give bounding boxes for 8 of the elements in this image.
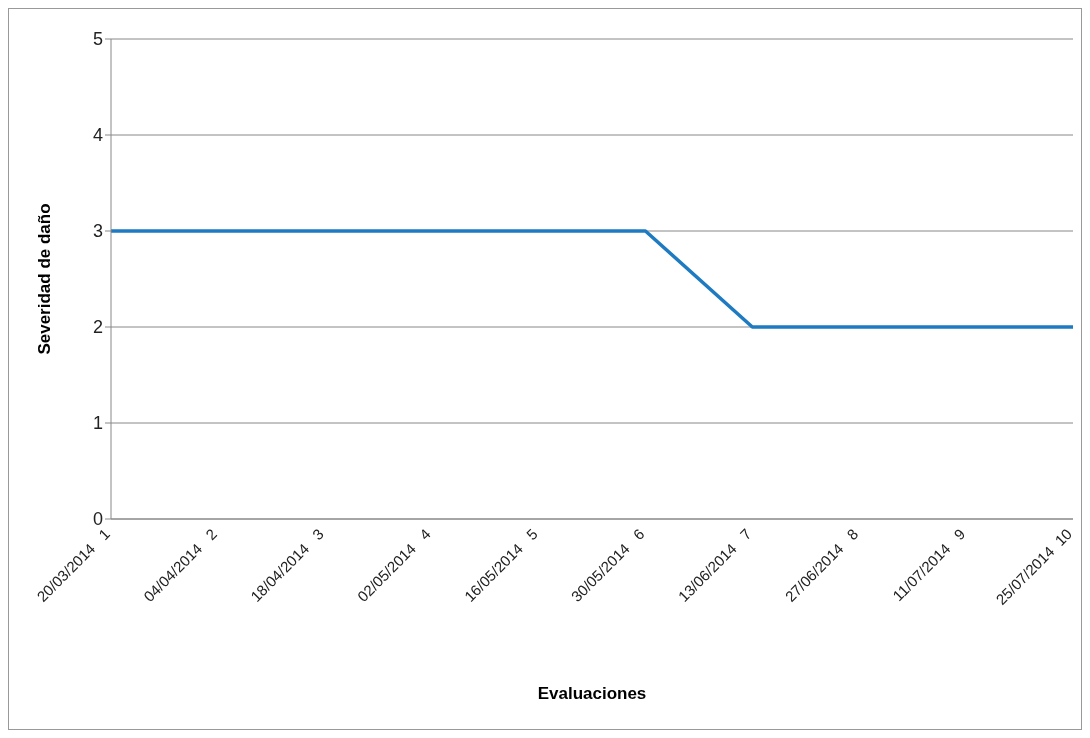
y-tick-label: 0 — [92, 509, 103, 530]
y-tick-label: 3 — [92, 221, 103, 242]
y-tick-label: 1 — [92, 413, 103, 434]
x-axis-title: Evaluaciones — [537, 684, 647, 703]
y-tick-label: 2 — [92, 317, 103, 338]
y-tick-label: 5 — [92, 29, 103, 50]
y-tick-label: 4 — [92, 125, 103, 146]
y-axis-title: Severidad de daño — [35, 203, 55, 355]
